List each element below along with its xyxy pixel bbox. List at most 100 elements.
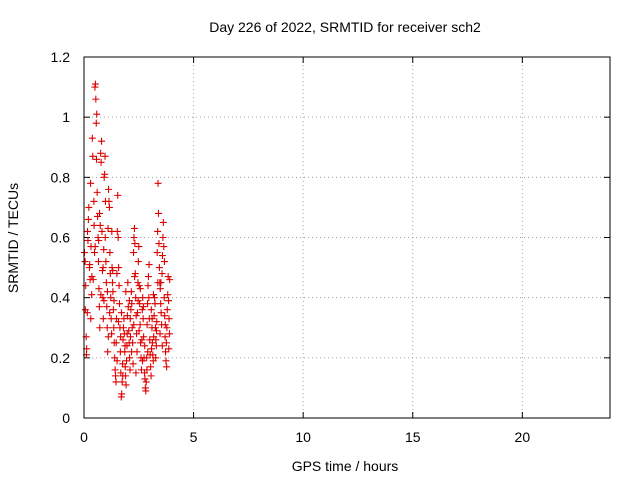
data-point <box>165 297 173 305</box>
data-point <box>98 137 106 145</box>
data-point <box>163 306 171 314</box>
data-point <box>139 315 147 323</box>
data-point <box>139 303 147 311</box>
data-point <box>89 152 97 160</box>
data-point <box>156 330 164 338</box>
x-tick-label: 20 <box>515 429 531 445</box>
data-point <box>89 276 97 284</box>
data-point <box>134 258 142 266</box>
data-point <box>154 227 162 235</box>
data-point <box>144 282 152 290</box>
grid-lines <box>84 57 610 418</box>
data-point <box>103 288 111 296</box>
data-point <box>133 309 141 317</box>
data-point <box>148 315 156 323</box>
data-point <box>122 288 130 296</box>
data-point <box>130 234 138 241</box>
y-tick-label: 1 <box>62 109 70 125</box>
data-point <box>113 357 121 365</box>
data-point <box>85 203 93 211</box>
data-point <box>129 360 137 368</box>
data-point <box>94 234 102 241</box>
data-point <box>143 321 151 329</box>
data-point <box>163 363 171 371</box>
data-point <box>105 203 113 211</box>
data-point <box>132 369 140 377</box>
data-point <box>160 243 168 251</box>
data-point <box>158 342 166 350</box>
y-tick-label: 0.8 <box>51 169 71 185</box>
x-tick-label: 0 <box>80 429 88 445</box>
data-point <box>158 270 166 278</box>
data-point <box>121 342 129 350</box>
data-point <box>156 285 164 293</box>
data-point <box>86 261 94 269</box>
data-point <box>161 333 169 341</box>
data-point <box>165 330 173 338</box>
data-point <box>117 333 125 341</box>
data-point <box>155 240 163 248</box>
data-point <box>153 327 161 335</box>
data-point <box>166 276 174 284</box>
data-point <box>97 291 105 299</box>
data-point <box>88 134 96 142</box>
data-point <box>157 300 165 308</box>
data-point <box>130 321 138 329</box>
data-point <box>165 315 173 323</box>
data-point <box>92 95 100 103</box>
data-point <box>112 372 120 380</box>
data-point <box>164 291 172 299</box>
data-point <box>119 324 127 332</box>
data-point <box>163 324 171 332</box>
data-point <box>126 366 134 374</box>
data-point <box>84 237 92 245</box>
data-point <box>109 306 117 314</box>
data-point <box>114 234 122 241</box>
data-point <box>121 348 129 356</box>
y-tick-label: 0.4 <box>51 290 71 306</box>
data-point <box>108 279 116 287</box>
data-point <box>155 209 163 217</box>
data-point <box>110 297 118 305</box>
data-point <box>147 372 155 380</box>
data-point <box>143 354 151 362</box>
data-point <box>104 333 112 341</box>
data-point <box>142 378 150 386</box>
data-point <box>103 324 111 332</box>
data-point <box>143 366 151 374</box>
x-tick-label: 15 <box>405 429 421 445</box>
data-point <box>97 149 105 157</box>
data-point <box>162 339 170 347</box>
data-point <box>112 378 120 386</box>
data-point <box>149 291 157 299</box>
data-point <box>127 306 135 314</box>
data-point <box>128 324 136 332</box>
data-point <box>123 330 131 338</box>
data-point <box>134 297 142 305</box>
y-tick-label: 1.2 <box>51 49 71 65</box>
data-point <box>138 306 146 314</box>
data-point <box>140 333 148 341</box>
data-point <box>157 309 165 317</box>
data-point <box>105 197 113 205</box>
data-point <box>97 158 105 166</box>
data-point <box>101 234 109 241</box>
data-point <box>101 152 109 160</box>
data-point <box>94 258 102 266</box>
data-point <box>157 279 165 287</box>
data-point <box>105 185 113 193</box>
y-axis-tick-labels: 0 0.2 0.4 0.6 0.8 1 1.2 <box>51 49 71 426</box>
data-point <box>101 170 109 178</box>
data-point <box>153 249 161 257</box>
data-point <box>162 348 170 356</box>
data-point <box>90 197 98 205</box>
data-point <box>153 318 161 326</box>
data-point <box>151 294 159 302</box>
data-point <box>88 291 96 299</box>
data-point <box>102 258 110 266</box>
data-point <box>98 227 106 235</box>
data-point <box>111 366 119 374</box>
data-point <box>104 348 112 356</box>
